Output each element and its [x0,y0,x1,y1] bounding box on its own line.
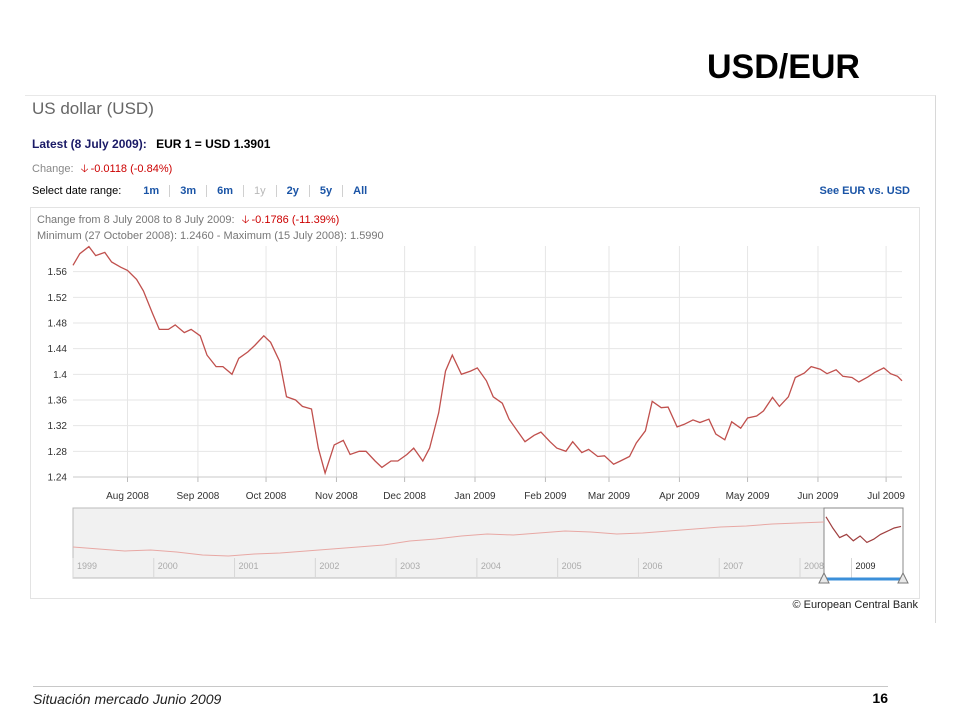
x-tick-label: Apr 2009 [659,491,700,502]
footer-divider [33,686,888,687]
y-tick-label: 1.44 [48,344,68,355]
overview-year-label: 2003 [400,561,420,571]
range-option-6m[interactable]: 6m [206,185,243,197]
y-tick-label: 1.36 [48,396,68,407]
period-change: Change from 8 July 2008 to 8 July 2009: … [37,211,339,230]
latest-value: EUR 1 = USD 1.3901 [156,137,271,151]
slide-title: USD/EUR [706,48,860,86]
x-tick-label: Aug 2008 [106,491,149,502]
overview-year-label: 2004 [481,561,501,571]
overview-year-label: 2008 [804,561,824,571]
range-option-2y[interactable]: 2y [275,185,309,197]
min-max-info: Minimum (27 October 2008): 1.2460 - Maxi… [37,230,384,242]
x-tick-label: Feb 2009 [524,491,567,502]
overview-year-label: 2009 [855,561,875,571]
range-label: Select date range: [32,185,122,197]
right-range-handle [897,571,909,584]
x-tick-label: Sep 2008 [177,491,220,502]
y-tick-label: 1.24 [48,473,68,484]
change-value: -0.0118 (-0.84%) [90,163,173,175]
range-options: 1m 3m 6m 1y 2y 5y All [143,185,377,197]
y-tick-label: 1.52 [48,293,68,304]
period-change-label: Change from 8 July 2008 to 8 July 2009: [37,214,235,226]
range-option-all[interactable]: All [342,185,377,197]
range-option-1y: 1y [243,185,276,197]
x-tick-label: Mar 2009 [588,491,631,502]
overview-year-label: 2006 [642,561,662,571]
x-tick-label: Jun 2009 [797,491,839,502]
currency-title: US dollar (USD) [32,99,154,118]
x-tick-label: Dec 2008 [383,491,426,502]
x-tick-label: Jan 2009 [454,491,496,502]
period-change-value: -0.1786 (-11.39%) [251,214,340,226]
page-number: 16 [872,690,888,706]
latest-label: Latest (8 July 2009): [32,137,147,151]
overview-background [72,507,904,579]
y-tick-label: 1.48 [48,319,68,330]
x-tick-label: May 2009 [726,491,770,502]
range-option-3m[interactable]: 3m [169,185,206,197]
range-option-1m[interactable]: 1m [143,185,160,197]
date-range-selector: Select date range: 1m 3m 6m 1y 2y 5y All [32,185,377,197]
copyright: © European Central Bank [792,599,918,611]
overview-selected-line [825,516,902,544]
down-arrow-icon: 🡣 [80,163,89,175]
x-tick-label: Nov 2008 [315,491,358,502]
overview-year-label: 2000 [158,561,178,571]
y-tick-label: 1.32 [48,421,68,432]
overview-history-line [72,521,825,557]
overview-year-label: 1999 [77,561,97,571]
change-label: Change: [32,163,74,175]
y-tick-label: 1.28 [48,447,68,458]
x-tick-label: Jul 2009 [867,491,905,502]
overview-year-label: 2002 [319,561,339,571]
y-tick-label: 1.56 [48,267,68,278]
left-range-handle [818,571,830,584]
overview-year-label: 2007 [723,561,743,571]
footer-caption: Situación mercado Junio 2009 [33,691,222,707]
down-arrow-icon: 🡣 [241,214,250,226]
change-row: Change: 🡣 -0.0118 (-0.84%) [32,160,172,179]
overview-year-label: 2005 [562,561,582,571]
chart-panel [25,95,936,623]
range-option-5y[interactable]: 5y [308,185,342,197]
series-line [72,245,903,476]
see-eur-vs-usd-link[interactable]: See EUR vs. USD [819,185,910,197]
latest-rate: Latest (8 July 2009): EUR 1 = USD 1.3901 [32,137,270,151]
overview-selection [823,507,904,579]
x-tick-label: Oct 2008 [246,491,287,502]
chart-frame [30,207,920,599]
y-tick-label: 1.4 [53,370,67,381]
overview-year-label: 2001 [239,561,259,571]
